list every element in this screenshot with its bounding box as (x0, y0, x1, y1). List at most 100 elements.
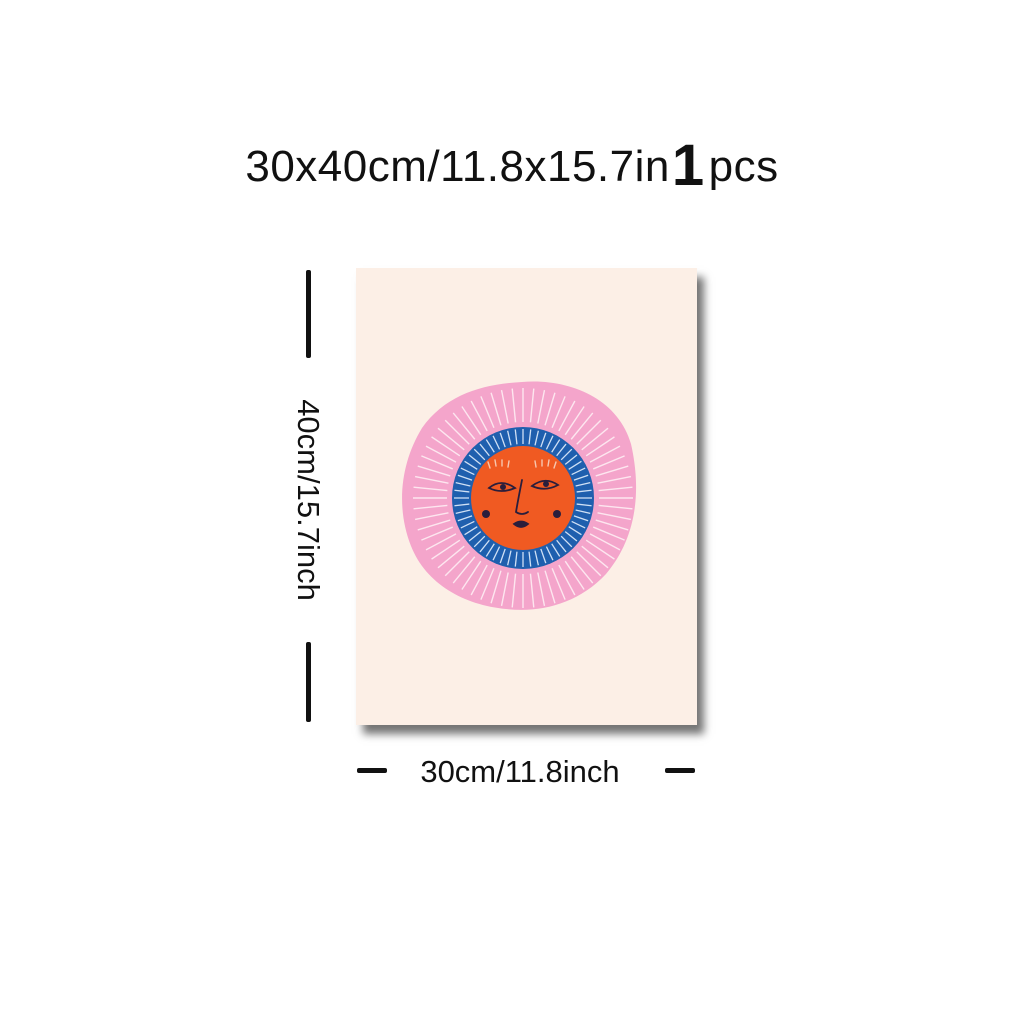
ray-line (460, 520, 475, 529)
ray-line (437, 545, 465, 569)
quantity-unit: pcs (708, 142, 779, 191)
ray-line (507, 430, 512, 446)
ray-line (544, 570, 556, 604)
orange-face (471, 446, 575, 550)
ray-line (576, 503, 592, 507)
ray-line (545, 546, 554, 561)
ray-line (597, 475, 632, 484)
ray-line (573, 474, 589, 481)
blue-ray-lines (454, 429, 592, 567)
ray-line (556, 443, 567, 457)
ray-line (454, 489, 470, 493)
ray-line (473, 535, 486, 548)
ray-line (551, 439, 561, 453)
ray-line (581, 545, 609, 569)
ray-line (460, 467, 475, 476)
ray-line (461, 406, 482, 436)
ray-line (551, 567, 566, 600)
ray-line (492, 546, 501, 561)
ray-line (455, 509, 471, 514)
ray-line (595, 465, 629, 477)
ray-line (461, 560, 482, 590)
ray-line (595, 519, 629, 531)
ray-line (473, 448, 486, 461)
ray-line (581, 427, 609, 451)
ray-line (444, 419, 470, 445)
ray-line (568, 460, 582, 470)
height-dimension-line-top (306, 270, 311, 358)
ray-line (528, 551, 532, 567)
ray-line (485, 439, 495, 453)
ray-line (421, 526, 454, 541)
height-dimension-line-bottom (306, 642, 311, 722)
ray-line (529, 388, 535, 423)
face-features (482, 459, 561, 528)
ray-line (464, 526, 478, 536)
ray-line (454, 503, 470, 507)
pink-ray-lines (413, 388, 633, 608)
ray-line (556, 539, 567, 553)
ray-line (414, 512, 449, 521)
ray-line (575, 509, 591, 514)
sun-face-artwork (402, 381, 637, 610)
ray-line (470, 400, 488, 432)
ray-line (585, 539, 615, 560)
ray-line (425, 445, 457, 463)
ray-line (414, 475, 449, 484)
ray-line (528, 429, 532, 445)
width-label: 30cm/11.8inch (420, 754, 620, 789)
ray-line (470, 564, 488, 596)
ray-line (457, 515, 473, 522)
size-heading: 30x40cm/11.8x15.7in1pcs (0, 132, 1024, 199)
ray-line (479, 539, 490, 553)
ray-line (490, 570, 502, 604)
ray-line (592, 455, 625, 470)
ray-line (558, 400, 576, 432)
ray-line (551, 396, 566, 429)
ray-line (485, 543, 495, 557)
ray-line (417, 519, 451, 531)
ray-line (437, 427, 465, 451)
ray-line (452, 412, 476, 440)
ray-line (551, 543, 561, 557)
ray-line (560, 535, 573, 548)
ray-line (571, 467, 586, 476)
ray-line (511, 573, 517, 608)
ray-line (564, 560, 585, 590)
ray-line (598, 504, 633, 510)
ray-line (479, 443, 490, 457)
ray-line (529, 573, 535, 608)
ray-line (534, 550, 539, 566)
ray-line (500, 572, 509, 607)
ray-line (537, 389, 546, 424)
size-text: 30x40cm/11.8x15.7in (245, 142, 670, 191)
ray-line (534, 430, 539, 446)
ray-line (564, 454, 578, 465)
quantity-number: 1 (671, 133, 705, 198)
ray-line (480, 396, 495, 429)
ray-line (589, 533, 621, 551)
ray-line (564, 531, 578, 542)
ray-line (431, 539, 461, 560)
ray-line (575, 482, 591, 487)
width-dimension-line-right (665, 768, 695, 773)
ray-line (514, 551, 518, 567)
ray-line (492, 435, 501, 450)
ray-line (597, 512, 632, 521)
ray-line (576, 419, 602, 445)
ray-line (573, 515, 589, 522)
ray-line (537, 572, 546, 607)
ray-line (570, 556, 594, 584)
ray-line (480, 567, 495, 600)
ray-line (444, 551, 470, 577)
poster-canvas (356, 268, 697, 725)
ray-line (589, 445, 621, 463)
ray-line (571, 520, 586, 529)
ray-line (560, 448, 573, 461)
ray-line (499, 548, 506, 564)
width-dimension-line-left (357, 768, 387, 773)
ray-line (417, 465, 451, 477)
ray-line (585, 436, 615, 457)
ray-line (558, 564, 576, 596)
ray-line (545, 435, 554, 450)
